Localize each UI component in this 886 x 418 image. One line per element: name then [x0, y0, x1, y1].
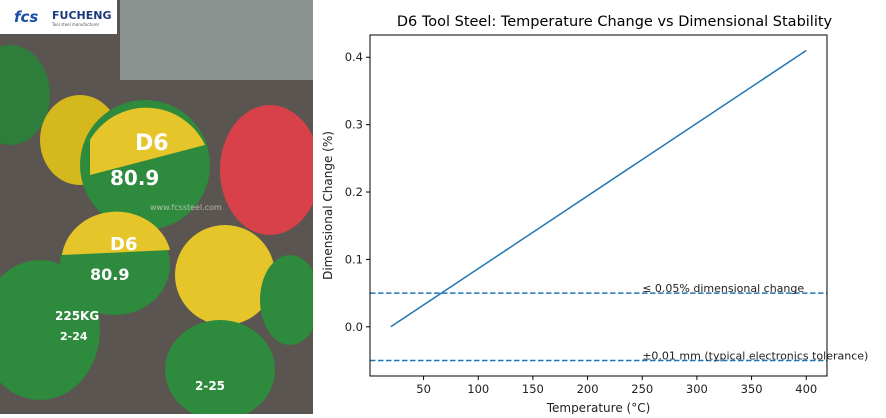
x-tick-label: 250 [631, 382, 653, 396]
bar-marking: 2-24 [60, 330, 88, 343]
threshold-label: ±0.01 mm (typical electronics tolerance) [642, 350, 868, 363]
x-axis-label: Temperature (°C) [546, 401, 651, 414]
y-tick-label: 0.1 [345, 252, 363, 266]
x-tick-label: 400 [795, 382, 817, 396]
y-tick-label: 0.0 [345, 320, 363, 334]
chart-title: D6 Tool Steel: Temperature Change vs Dim… [397, 14, 833, 30]
bar-marking: D6 [135, 131, 169, 156]
threshold-label: ≤ 0.05% dimensional change [642, 282, 804, 295]
x-tick-label: 200 [577, 382, 599, 396]
chart-svg: D6 Tool Steel: Temperature Change vs Dim… [321, 14, 868, 415]
y-tick-label: 0.4 [345, 50, 363, 64]
y-tick-label: 0.3 [345, 118, 363, 132]
logo-name: FUCHENG [52, 9, 112, 22]
x-tick-label: 350 [741, 382, 763, 396]
chart: D6 Tool Steel: Temperature Change vs Dim… [313, 0, 886, 418]
logo-tagline: Tool steel manufacturer [52, 22, 100, 27]
bar-marking: 80.9 [90, 265, 129, 284]
x-tick-label: 300 [686, 382, 708, 396]
plot-frame [369, 34, 828, 377]
logo-mark: fcs [14, 8, 39, 26]
bar-marking: 225KG [55, 309, 99, 323]
fucheng-logo: fcs FUCHENG Tool steel manufacturer [0, 0, 117, 34]
steel-bars-photo: D6 80.9 D6 80.9 225KG 2-25 2-24 www.fcss… [0, 0, 313, 414]
bar-marking: 80.9 [110, 166, 159, 190]
x-tick-label: 150 [522, 382, 544, 396]
y-tick-label: 0.2 [345, 185, 363, 199]
series-line [390, 49, 807, 328]
x-tick-label: 50 [416, 382, 431, 396]
x-tick-label: 100 [467, 382, 489, 396]
bar-marking: D6 [110, 234, 137, 255]
y-axis-label: Dimensional Change (%) [321, 131, 335, 280]
bar-marking: 2-25 [195, 379, 225, 393]
steel-bars-illustration: D6 80.9 D6 80.9 225KG 2-25 2-24 www.fcss… [0, 0, 313, 414]
watermark: www.fcssteel.com [150, 203, 222, 212]
